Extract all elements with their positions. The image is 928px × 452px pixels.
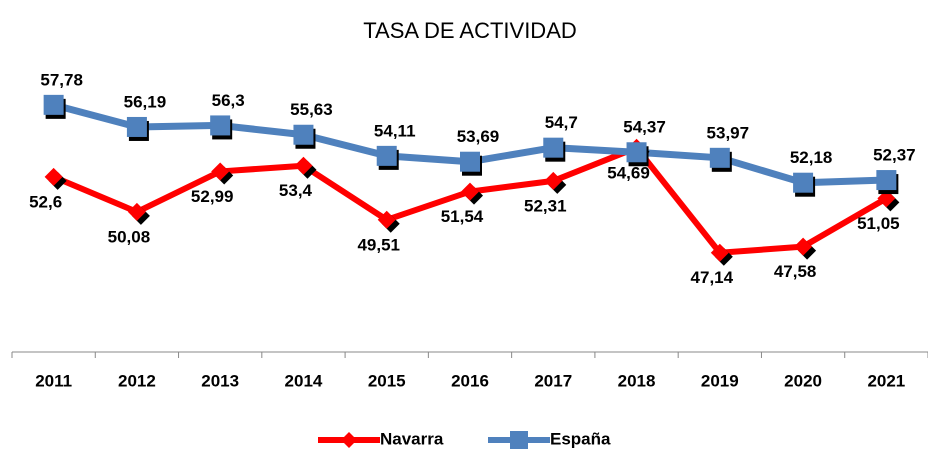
data-label: 57,78 xyxy=(40,70,83,89)
legend-label: Navarra xyxy=(380,429,444,448)
data-point xyxy=(376,145,397,166)
data-point xyxy=(626,142,647,163)
x-tick-label: 2018 xyxy=(618,371,656,390)
data-point xyxy=(794,237,813,256)
data-point xyxy=(709,147,730,168)
data-label: 49,51 xyxy=(357,235,400,254)
data-label: 52,31 xyxy=(524,196,567,215)
data-point xyxy=(460,151,480,172)
x-tick-label: 2021 xyxy=(867,371,905,390)
data-label: 56,3 xyxy=(212,91,245,110)
data-label: 53,4 xyxy=(279,181,313,200)
data-point xyxy=(876,170,897,191)
data-label: 52,6 xyxy=(29,192,62,211)
data-point xyxy=(793,172,814,193)
data-label: 54,7 xyxy=(545,113,578,132)
data-label: 53,97 xyxy=(707,123,750,142)
legend-marker xyxy=(510,431,528,449)
data-label: 47,58 xyxy=(774,262,817,281)
data-point xyxy=(293,124,314,145)
data-label: 52,99 xyxy=(191,187,234,206)
data-point xyxy=(211,162,230,181)
x-tick-label: 2014 xyxy=(285,371,323,390)
x-tick-label: 2011 xyxy=(35,371,72,390)
data-label: 54,37 xyxy=(623,118,666,137)
data-label: 54,69 xyxy=(607,163,650,182)
data-label: 56,19 xyxy=(124,92,167,111)
data-point xyxy=(710,243,729,262)
data-label: 55,63 xyxy=(290,100,333,119)
x-tick-label: 2016 xyxy=(451,371,489,390)
legend-label: España xyxy=(550,429,611,448)
data-point xyxy=(543,137,564,158)
data-label: 51,05 xyxy=(857,214,900,233)
data-point xyxy=(377,210,396,229)
data-label: 54,11 xyxy=(374,121,416,140)
x-tick-label: 2019 xyxy=(701,371,739,390)
legend-marker xyxy=(341,432,357,448)
data-point xyxy=(210,115,231,136)
x-tick-label: 2017 xyxy=(534,371,572,390)
data-point xyxy=(294,156,313,175)
data-label: 47,14 xyxy=(691,268,734,287)
data-point xyxy=(461,182,479,201)
x-tick-label: 2015 xyxy=(368,371,406,390)
chart-title: TASA DE ACTIVIDAD xyxy=(363,18,577,43)
data-point xyxy=(44,167,63,186)
x-tick-label: 2013 xyxy=(201,371,239,390)
data-label: 53,69 xyxy=(457,127,500,146)
x-tick-label: 2012 xyxy=(118,371,156,390)
x-tick-label: 2020 xyxy=(784,371,822,390)
data-point xyxy=(544,171,563,190)
data-point xyxy=(43,94,64,115)
data-point xyxy=(126,116,147,137)
data-label: 51,54 xyxy=(441,207,484,226)
data-label: 52,37 xyxy=(873,146,916,165)
data-label: 52,18 xyxy=(790,148,833,167)
data-point xyxy=(127,202,146,221)
data-label: 50,08 xyxy=(108,227,151,246)
